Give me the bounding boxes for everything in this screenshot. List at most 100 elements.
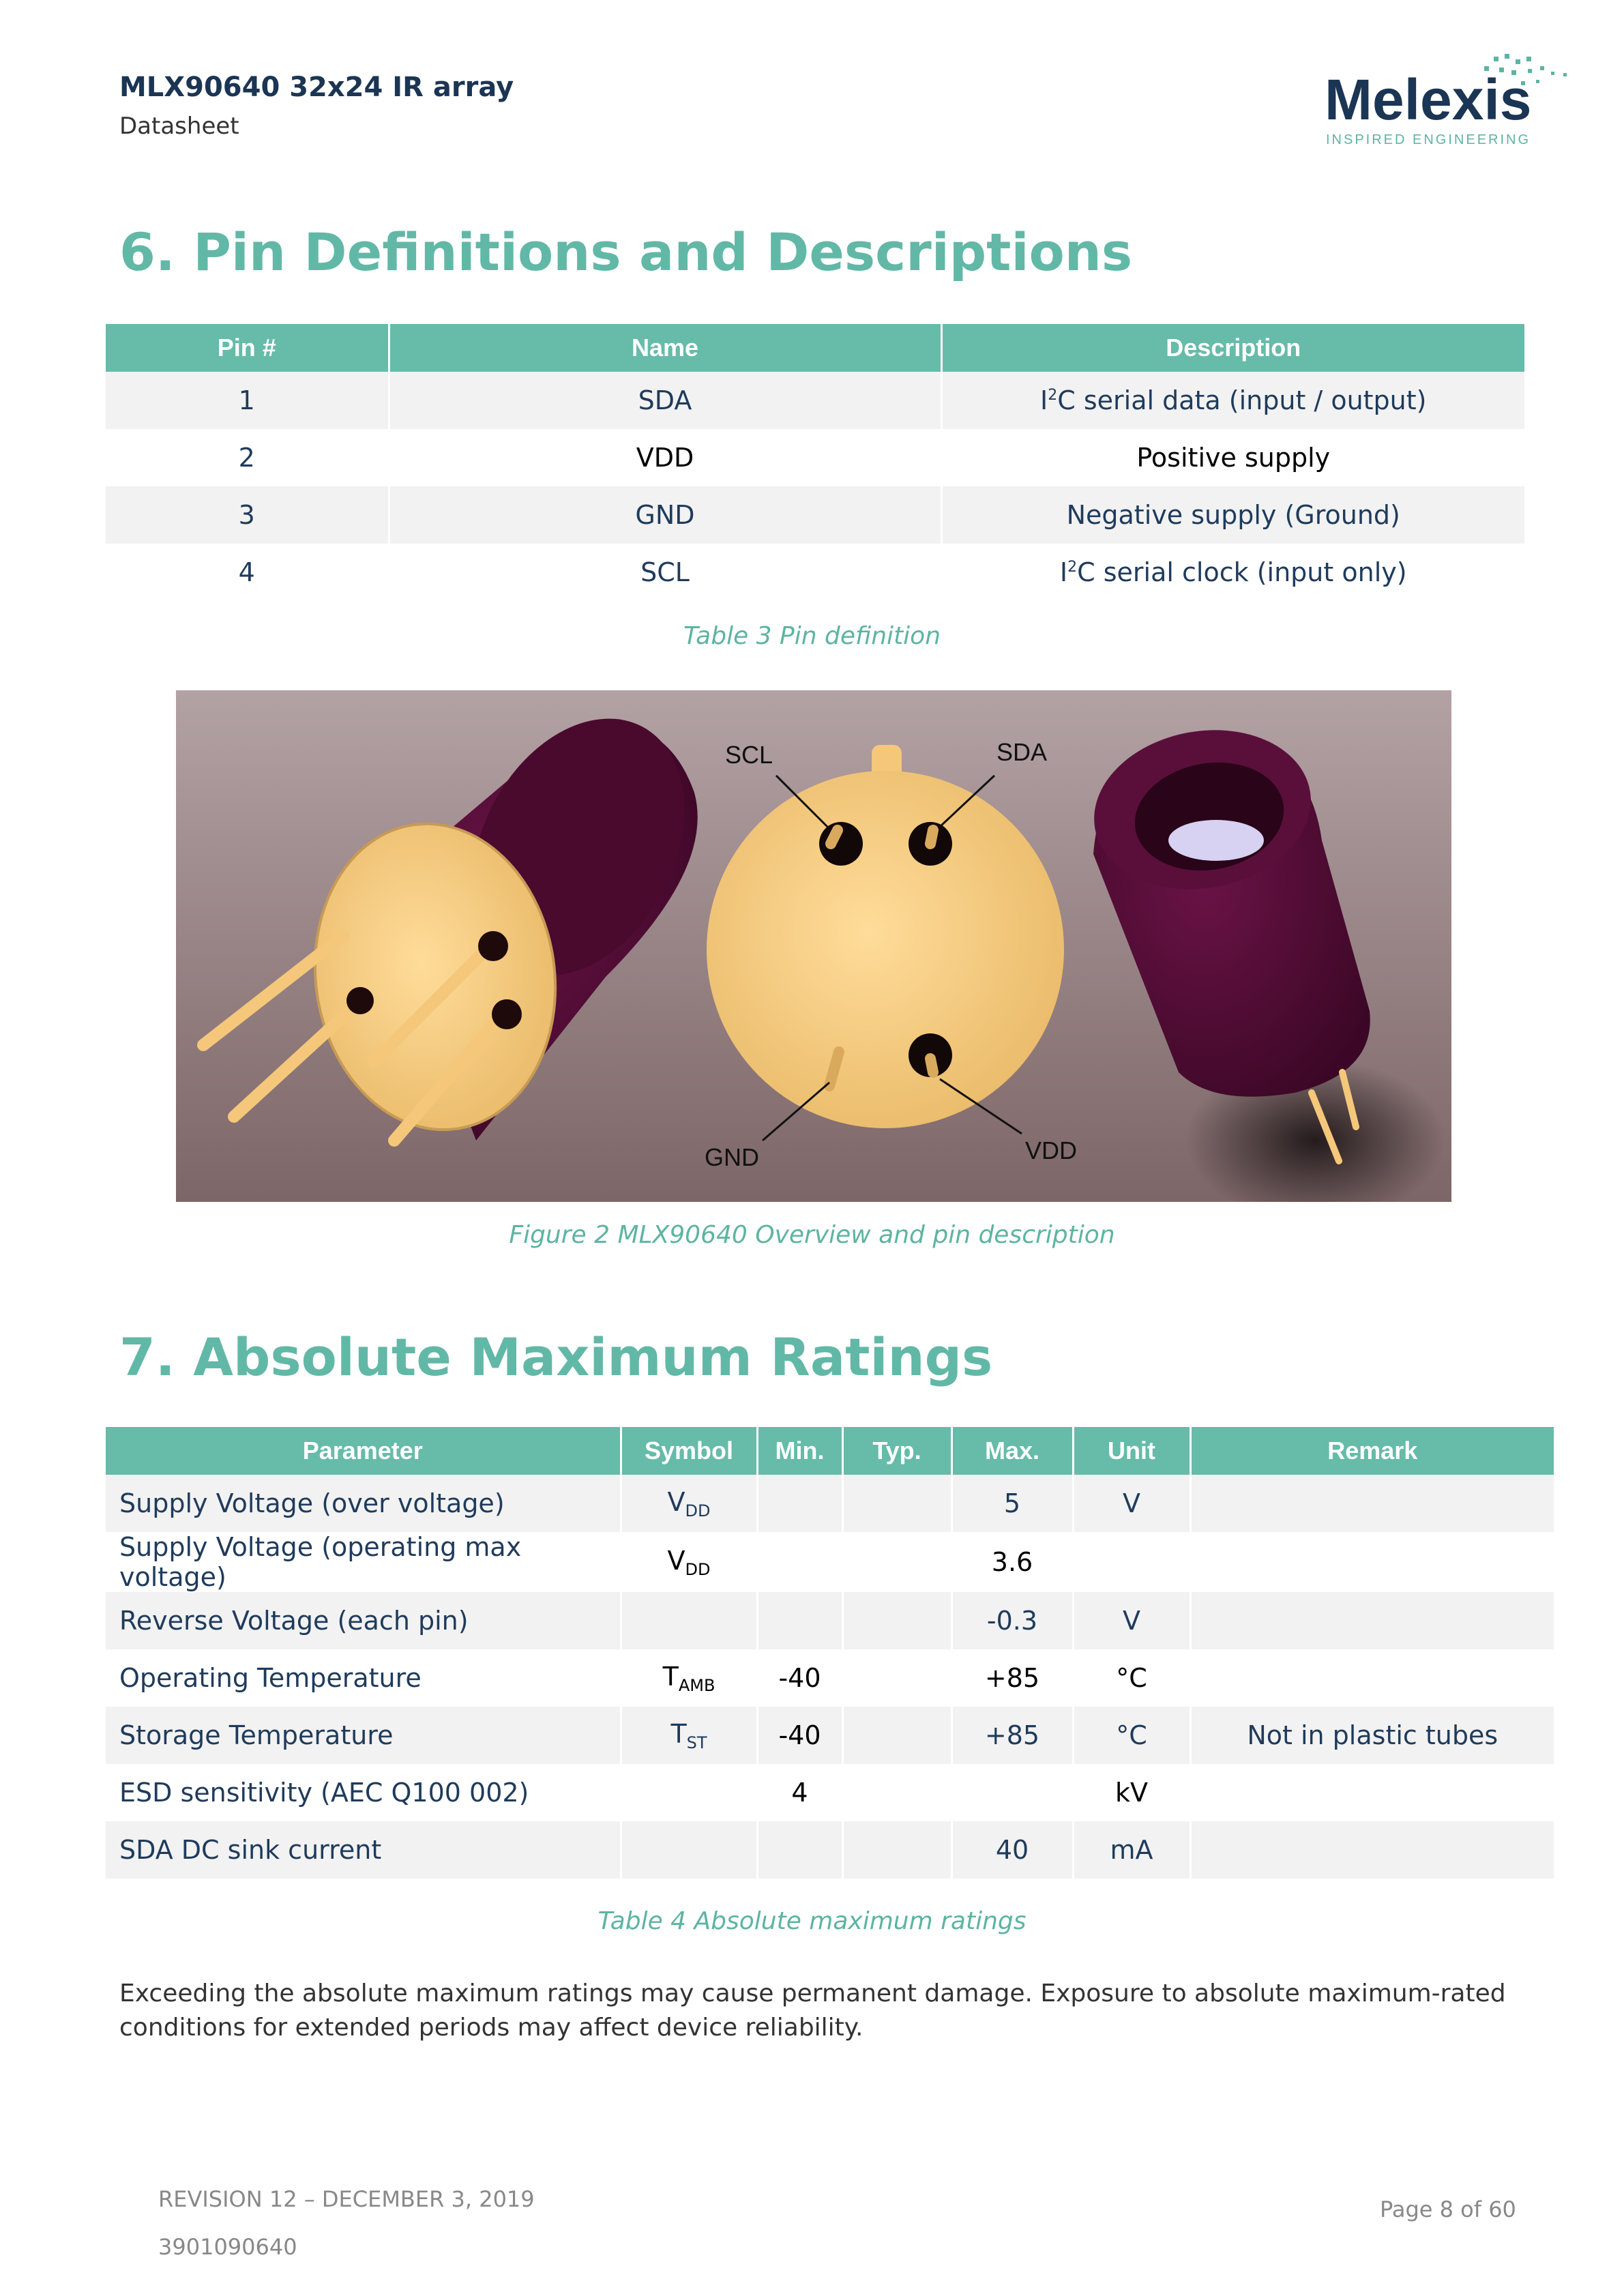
table-row: Operating Temperature TAMB -40 +85 °C [106, 1649, 1554, 1707]
remark-cell [1189, 1764, 1554, 1821]
table-row: Supply Voltage (over voltage) VDD 5 V [106, 1475, 1554, 1532]
table-row: Supply Voltage (operating max voltage) VD… [106, 1532, 1554, 1592]
column-header: Symbol [619, 1427, 757, 1475]
unit-cell [1072, 1532, 1190, 1592]
max-cell: 3.6 [950, 1532, 1073, 1592]
column-header: Parameter [106, 1427, 621, 1475]
ratings-note: Exceeding the absolute maximum ratings m… [119, 1979, 1506, 2042]
unit-cell: V [1072, 1592, 1190, 1649]
typ-cell [841, 1475, 951, 1532]
parameter-cell: SDA DC sink current [106, 1821, 621, 1879]
remark-cell [1189, 1592, 1554, 1649]
max-cell: 40 [950, 1821, 1073, 1879]
pin-number: 3 [106, 486, 389, 544]
symbol-cell: TST [619, 1707, 757, 1764]
unit-cell: °C [1072, 1707, 1190, 1764]
parameter-cell: Supply Voltage (over voltage) [106, 1475, 621, 1532]
parameter-cell: Storage Temperature [106, 1707, 621, 1764]
symbol-cell [619, 1764, 757, 1821]
parameter-cell: Reverse Voltage (each pin) [106, 1592, 621, 1649]
absolute-maximum-ratings-table: Parameter Symbol Min. Typ. Max. Unit Rem… [106, 1427, 1554, 1879]
column-header: Pin # [106, 324, 389, 372]
min-cell [756, 1821, 842, 1879]
pin-definition-table: Pin # Name Description 1 SDA I2C serial … [106, 324, 1524, 601]
pin-name: GND [387, 486, 941, 544]
min-cell: -40 [756, 1707, 842, 1764]
pin-number: 2 [238, 443, 255, 473]
column-header: Min. [756, 1427, 842, 1475]
figure-caption: Figure 2 MLX90640 Overview and pin descr… [509, 1221, 1115, 1249]
document-subtitle: Datasheet [119, 113, 239, 140]
symbol-cell: VDD [619, 1532, 757, 1592]
table-row: Storage Temperature TST -40 +85 °C Not in pla… [106, 1707, 1554, 1764]
table-row: ESD sensitivity (AEC Q100 002) 4 kV [106, 1764, 1554, 1821]
max-cell: 5 [950, 1475, 1073, 1532]
revision-label: REVISION 12 – DECEMBER 3, 2019 [158, 2186, 535, 2212]
table-row: SDA DC sink current 40 mA [106, 1821, 1554, 1879]
max-cell: +85 [950, 1707, 1073, 1764]
pin-description: Negative supply (Ground) [940, 486, 1524, 544]
parameter-cell: Supply Voltage (operating max voltage) [119, 1532, 522, 1592]
typ-cell [841, 1532, 951, 1592]
sensor-bottom-view: SCL SDA GND VDD [705, 738, 1077, 1171]
pin-description: I2C serial clock (input only) [940, 544, 1524, 601]
pin-description: Positive supply [940, 429, 1524, 486]
table-header-row: Parameter Symbol Min. Typ. Max. Unit Rem… [106, 1427, 1554, 1475]
table-caption: Table 4 Absolute maximum ratings [597, 1907, 1027, 1935]
unit-cell: mA [1072, 1821, 1190, 1879]
sensor-top-view [1093, 730, 1445, 1202]
pin-name: SDA [387, 372, 941, 429]
column-header: Name [387, 324, 941, 372]
typ-cell [841, 1592, 951, 1649]
min-cell: -40 [756, 1649, 842, 1707]
pin-label-gnd: GND [705, 1143, 759, 1171]
table-caption: Table 3 Pin definition [683, 622, 941, 650]
column-header: Description [940, 324, 1524, 372]
max-cell: -0.3 [950, 1592, 1073, 1649]
unit-cell: °C [1072, 1649, 1190, 1707]
symbol-cell: TAMB [619, 1649, 757, 1707]
min-cell [756, 1592, 842, 1649]
pin-label-scl: SCL [725, 741, 773, 769]
column-header: Remark [1189, 1427, 1554, 1475]
document-title: MLX90640 32x24 IR array [119, 72, 514, 103]
symbol-cell [619, 1821, 757, 1879]
remark-cell [1189, 1532, 1554, 1592]
pin-number: 4 [238, 557, 255, 587]
typ-cell [841, 1764, 951, 1821]
table-row: 3 GND Negative supply (Ground) [106, 486, 1524, 544]
sensor-left-view [197, 718, 698, 1147]
table-row: 4 SCL I2C serial clock (input only) [106, 544, 1524, 601]
remark-cell [1189, 1649, 1554, 1707]
table-row: Reverse Voltage (each pin) -0.3 V [106, 1592, 1554, 1649]
min-cell [756, 1532, 842, 1592]
section-heading-pin-definitions: 6. Pin Definitions and Descriptions [119, 222, 1133, 282]
pin-name: VDD [387, 429, 941, 486]
column-header: Unit [1072, 1427, 1190, 1475]
symbol-cell [619, 1592, 757, 1649]
typ-cell [841, 1707, 951, 1764]
remark-cell [1189, 1821, 1554, 1879]
parameter-cell: ESD sensitivity (AEC Q100 002) [119, 1778, 529, 1808]
pin-number: 1 [106, 372, 389, 429]
typ-cell [841, 1649, 951, 1707]
melexis-logo: Melexis INSPIRED ENGINEERING [1325, 54, 1567, 147]
table-header-row: Pin # Name Description [106, 324, 1524, 372]
pin-label-sda: SDA [996, 738, 1047, 766]
table-row: 1 SDA I2C serial data (input / output) [106, 372, 1524, 429]
column-header: Max. [950, 1427, 1073, 1475]
table-row: 2 VDD Positive supply [106, 429, 1524, 486]
section-heading-absolute-maximum-ratings: 7. Absolute Maximum Ratings [119, 1327, 993, 1387]
min-cell: 4 [756, 1764, 842, 1821]
remark-cell [1189, 1475, 1554, 1532]
sensor-overview-figure: SCL SDA GND VDD [176, 690, 1451, 1202]
logo-tagline: INSPIRED ENGINEERING [1326, 132, 1531, 147]
pin-description: I2C serial data (input / output) [940, 372, 1524, 429]
page-number: Page 8 of 60 [1380, 2196, 1516, 2222]
pin-label-vdd: VDD [1025, 1136, 1077, 1164]
pin-name: SCL [387, 544, 941, 601]
max-cell [950, 1764, 1073, 1821]
min-cell [756, 1475, 842, 1532]
typ-cell [841, 1821, 951, 1879]
max-cell: +85 [950, 1649, 1073, 1707]
